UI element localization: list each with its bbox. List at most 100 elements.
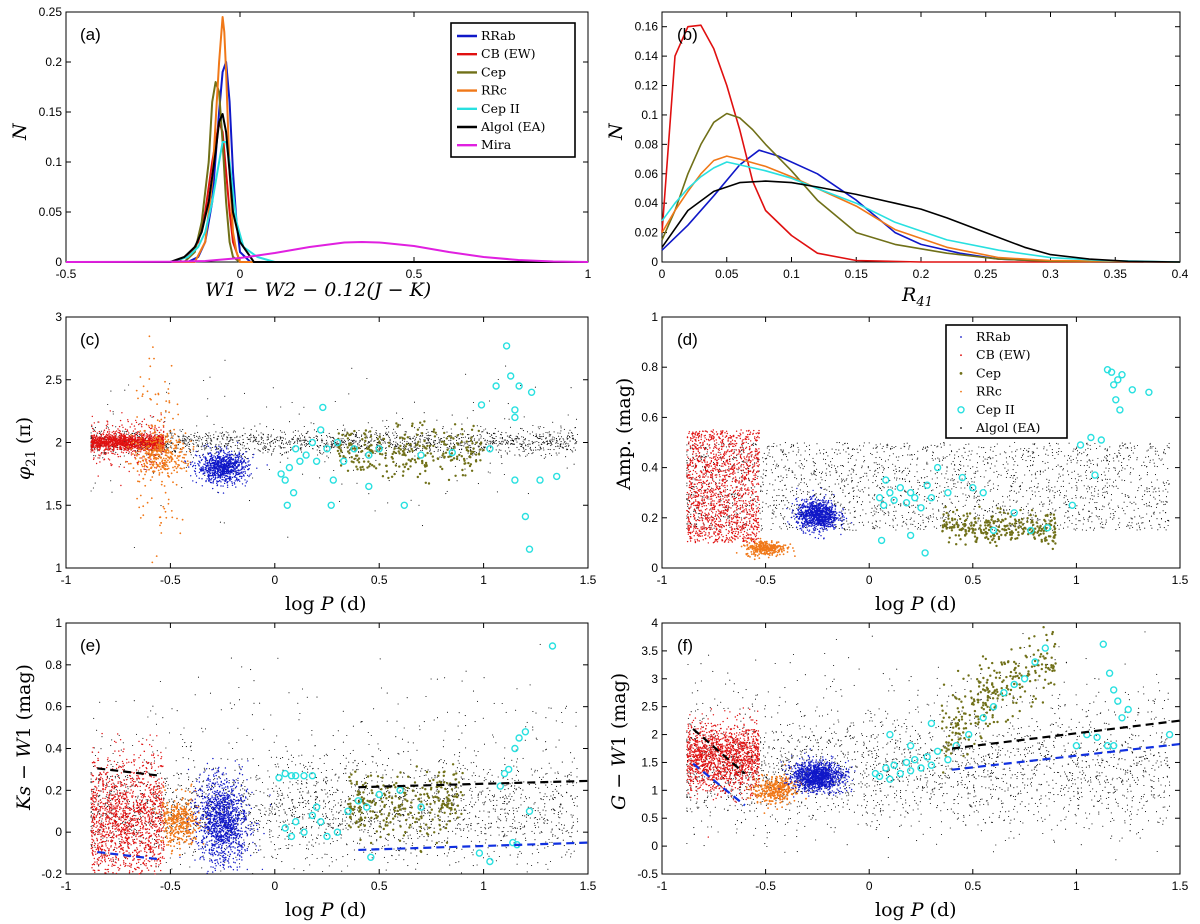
algol-point: [245, 447, 247, 449]
algol-point: [298, 435, 301, 437]
rrc-point: [160, 456, 163, 459]
algol-point: [366, 437, 368, 439]
cep-point: [466, 446, 470, 449]
rrab-point: [217, 453, 220, 455]
cep-point: [381, 475, 385, 478]
algol-point: [529, 433, 531, 435]
algol-point: [496, 445, 498, 447]
algol-point: [528, 440, 530, 442]
algol-point: [440, 439, 442, 441]
rrc-point: [167, 502, 170, 505]
algol-point: [125, 431, 128, 433]
rrab-point: [233, 482, 235, 484]
rrc-point: [162, 462, 165, 464]
cb-point: [107, 452, 110, 454]
algol-point: [388, 480, 390, 482]
algol-point: [236, 436, 238, 438]
cb-point: [124, 442, 126, 444]
algol-point: [308, 436, 310, 438]
algol-point: [124, 430, 126, 433]
rrc-point: [134, 457, 137, 460]
cb-point: [146, 434, 149, 436]
algol-point: [166, 447, 168, 449]
cep-point: [360, 450, 363, 453]
algol-point: [250, 434, 252, 436]
algol-point: [151, 416, 153, 418]
algol-point: [202, 437, 204, 439]
algol-point: [475, 451, 477, 454]
algol-point: [418, 504, 420, 506]
rrab-point: [227, 464, 230, 466]
algol-point: [355, 440, 357, 442]
algol-point: [576, 440, 578, 443]
algol-point: [514, 438, 516, 440]
algol-point: [539, 426, 541, 428]
cb-point: [143, 468, 145, 470]
cb-point: [151, 446, 153, 449]
algol-point: [468, 438, 470, 440]
algol-point: [430, 438, 432, 440]
cep-point: [403, 465, 406, 469]
rrc-point: [154, 436, 157, 439]
algol-point: [413, 446, 415, 448]
algol-point: [407, 448, 409, 450]
algol-point: [187, 438, 189, 440]
algol-point: [504, 443, 507, 445]
algol-point: [205, 433, 207, 435]
cb-point: [103, 431, 105, 433]
algol-point: [493, 442, 495, 444]
legend-label: Cep: [481, 64, 506, 79]
rrc-point: [168, 400, 171, 402]
rrab-point: [225, 464, 228, 467]
cb-point: [162, 441, 164, 443]
cb-point: [103, 444, 105, 447]
algol-point: [429, 441, 431, 443]
algol-point: [310, 422, 312, 424]
algol-point: [304, 438, 306, 440]
cb-point: [118, 435, 121, 437]
rrab-point: [202, 453, 204, 456]
algol-point: [358, 444, 360, 446]
cb-point: [111, 431, 113, 433]
algol-point: [230, 445, 232, 447]
rrc-point: [179, 467, 182, 470]
algol-point: [340, 438, 342, 440]
cepii-point: [308, 438, 317, 447]
rrab-point: [230, 476, 232, 478]
algol-point: [183, 435, 185, 437]
algol-point: [227, 437, 229, 439]
cb-point: [117, 441, 120, 444]
algol-point: [115, 433, 117, 435]
algol-point: [537, 449, 539, 451]
algol-point: [274, 445, 276, 447]
algol-point: [166, 391, 168, 393]
cb-point: [105, 435, 107, 437]
rrab-point: [239, 455, 241, 457]
algol-point: [258, 443, 260, 445]
algol-point: [469, 447, 471, 449]
algol-point: [511, 438, 513, 440]
cep-point: [432, 430, 435, 433]
rrc-point: [169, 451, 172, 454]
cepii-point: [536, 476, 544, 484]
cb-point: [119, 419, 122, 422]
cb-point: [114, 440, 117, 442]
x-tick-label: -1: [657, 573, 668, 587]
algol-point: [316, 437, 318, 440]
algol-point: [458, 437, 460, 440]
rrc-point: [181, 447, 184, 449]
algol-point: [556, 441, 558, 443]
cb-point: [143, 446, 146, 449]
algol-point: [388, 426, 390, 428]
algol-point: [221, 435, 223, 437]
cep-point: [465, 440, 468, 443]
cepii-point: [317, 426, 325, 434]
rrab-point: [239, 480, 241, 482]
rrab-point: [204, 457, 207, 459]
algol-point: [384, 447, 387, 449]
cb-point: [156, 429, 159, 432]
legend-label: Algol (EA): [480, 119, 545, 134]
algol-point: [336, 441, 338, 443]
cep-point: [404, 445, 407, 448]
cb-point: [125, 451, 128, 454]
